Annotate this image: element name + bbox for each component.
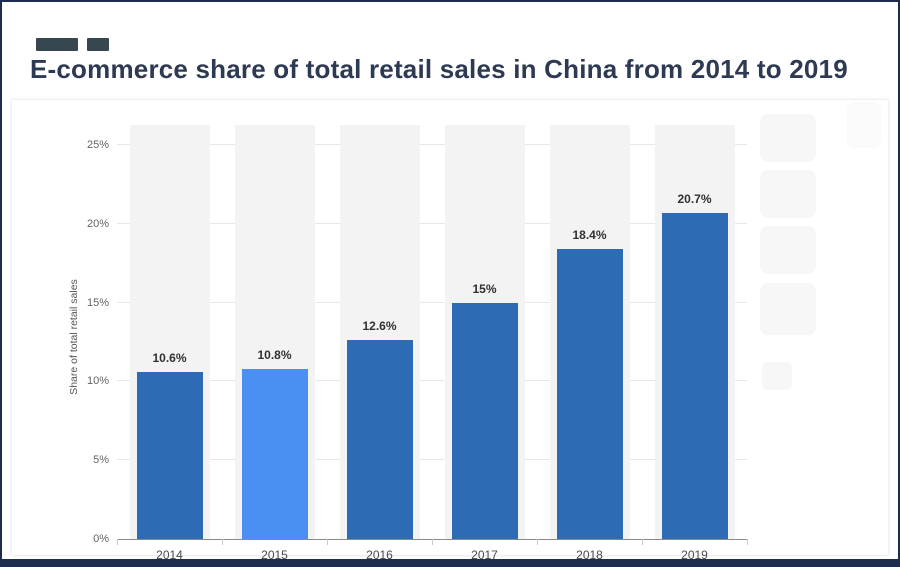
gridline xyxy=(117,380,747,382)
y-tick-label: 20% xyxy=(86,217,109,230)
gridline xyxy=(117,222,747,224)
x-axis-tick xyxy=(327,539,328,545)
bar-value-label: 15% xyxy=(472,281,497,296)
plot-area: 0% 5% 10% 15% 20% 25% 10.6% 10.8% 12.6% 15% 18.4% 2… xyxy=(87,125,748,545)
bar-value-label: 12.6% xyxy=(362,319,397,334)
faded-artifact xyxy=(762,362,792,390)
x-tick-label: 2014 xyxy=(156,548,183,562)
y-tick-label: 0% xyxy=(93,533,109,545)
x-axis-tick xyxy=(432,539,433,545)
x-tick-label: 2015 xyxy=(261,548,288,562)
faded-artifact xyxy=(760,226,816,274)
chart-column: 18.4% xyxy=(537,125,642,539)
faded-artifact xyxy=(760,283,816,335)
faded-artifact xyxy=(760,170,816,218)
chart-column: 10.6% xyxy=(117,125,222,539)
bar-2015[interactable] xyxy=(241,368,308,539)
chart-title: E-commerce share of total retail sales i… xyxy=(30,54,848,84)
x-tick-label: 2016 xyxy=(366,548,393,562)
gridline xyxy=(117,459,747,461)
x-axis-labels: 2014 2015 2016 2017 2018 2019 xyxy=(117,548,747,562)
x-axis-tick xyxy=(537,539,538,545)
chart-column: 12.6% xyxy=(327,125,432,539)
gridline xyxy=(117,144,747,145)
bar-2014[interactable] xyxy=(136,371,203,539)
x-tick-label: 2017 xyxy=(471,548,498,562)
bar-2016[interactable] xyxy=(346,340,413,539)
bar-value-label: 10.8% xyxy=(257,347,292,362)
x-tick-label: 2018 xyxy=(576,548,603,562)
chart-column: 20.7% xyxy=(642,125,747,539)
bar-2017[interactable] xyxy=(451,302,518,539)
x-axis-tick xyxy=(117,539,118,545)
x-axis-tick xyxy=(747,539,748,545)
y-tick-label: 10% xyxy=(86,375,109,388)
bar-2018[interactable] xyxy=(556,249,623,539)
faded-artifact xyxy=(847,102,881,148)
chart-card: Share of total retail sales 0% 5% 10% 15% 20… xyxy=(12,100,888,559)
x-tick-label: 2019 xyxy=(681,548,708,562)
chart-column: 15% xyxy=(432,125,537,539)
y-tick-label: 15% xyxy=(86,296,109,309)
logo-block-1 xyxy=(36,38,78,51)
bar-value-label: 10.6% xyxy=(152,350,187,365)
x-axis-tick xyxy=(642,539,643,545)
y-tick-label: 25% xyxy=(86,139,109,151)
chart-column: 10.8% xyxy=(222,125,327,539)
bar-value-label: 20.7% xyxy=(677,191,712,206)
gridline xyxy=(117,301,747,303)
faded-artifact xyxy=(760,114,816,162)
logo-block-2 xyxy=(87,38,109,51)
x-axis-tick xyxy=(222,539,223,545)
y-tick-label: 5% xyxy=(93,454,109,467)
bar-value-label: 18.4% xyxy=(572,228,607,243)
bar-2019[interactable] xyxy=(661,212,728,539)
